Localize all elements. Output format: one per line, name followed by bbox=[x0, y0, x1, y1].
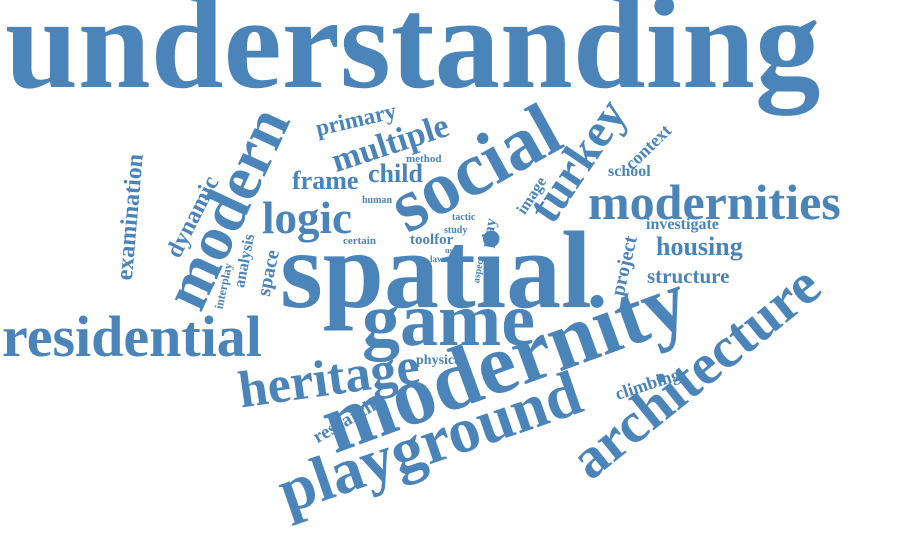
word-child: child bbox=[368, 159, 423, 188]
word-space: space bbox=[252, 247, 284, 299]
word-school: school bbox=[608, 163, 651, 180]
word-examination: examination bbox=[111, 152, 149, 282]
word-understanding: understanding bbox=[5, 0, 821, 116]
word-housing: housing bbox=[656, 232, 743, 261]
word-physical: physical bbox=[416, 353, 466, 368]
word-study: study bbox=[444, 225, 468, 236]
word-frame: frame bbox=[292, 166, 359, 195]
word-modernities: modernities bbox=[588, 174, 841, 230]
word-investigate: investigate bbox=[646, 216, 719, 233]
word-method: method bbox=[406, 153, 442, 165]
word-logic: logic bbox=[262, 193, 352, 243]
word-residential: residential bbox=[2, 304, 262, 369]
word-game: game bbox=[362, 278, 536, 362]
word-structure: structure bbox=[647, 264, 730, 288]
word-us: us bbox=[445, 246, 453, 255]
word-certain: certain bbox=[343, 235, 376, 247]
word-spatial: spatial bbox=[280, 209, 592, 331]
word-law: law bbox=[430, 254, 444, 264]
word-toolfor: toolfor bbox=[410, 232, 454, 248]
word-human: human bbox=[362, 195, 393, 206]
word-tactic: tactic bbox=[452, 212, 476, 223]
